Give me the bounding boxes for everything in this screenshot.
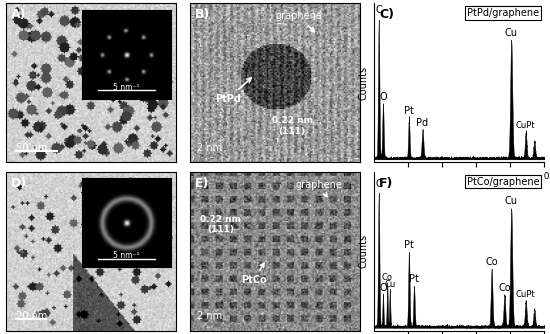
Text: PtPd/graphene: PtPd/graphene [468, 8, 540, 18]
Text: 20 nm: 20 nm [16, 311, 47, 321]
Y-axis label: Counts: Counts [359, 66, 369, 100]
Text: D): D) [10, 177, 27, 189]
Text: F): F) [379, 177, 393, 189]
X-axis label: Energy (KeV): Energy (KeV) [427, 186, 491, 196]
Text: Co: Co [485, 257, 498, 267]
Text: C): C) [379, 8, 394, 21]
Text: CuPt: CuPt [515, 290, 535, 299]
Text: CuPt: CuPt [515, 122, 535, 131]
Text: 0.22 nm
(111): 0.22 nm (111) [200, 215, 241, 234]
Text: PtPd: PtPd [215, 78, 251, 104]
Text: Pt: Pt [409, 275, 419, 285]
Text: B): B) [195, 8, 210, 21]
Text: PtCo/graphene: PtCo/graphene [467, 177, 540, 186]
Text: C: C [375, 5, 382, 15]
Text: 0.22 nm
(111): 0.22 nm (111) [272, 116, 312, 136]
Text: Co: Co [498, 283, 511, 293]
Text: Co: Co [382, 273, 393, 282]
Text: Cu: Cu [505, 28, 518, 38]
Text: 2 nm: 2 nm [196, 311, 222, 321]
Text: O: O [379, 283, 387, 293]
Text: 50 nm: 50 nm [16, 143, 47, 153]
Text: 2 nm: 2 nm [196, 143, 222, 153]
Text: Cu: Cu [505, 196, 518, 206]
Text: E): E) [195, 177, 209, 189]
Text: O: O [379, 92, 387, 102]
Text: A): A) [10, 8, 26, 21]
Text: Pd: Pd [416, 118, 428, 128]
Text: PtCo: PtCo [241, 263, 267, 285]
Y-axis label: Counts: Counts [359, 234, 369, 268]
Text: graphene: graphene [295, 180, 342, 196]
Text: graphene: graphene [275, 11, 322, 32]
Text: Pt: Pt [404, 240, 414, 250]
Text: Cu: Cu [384, 280, 395, 289]
Text: C: C [375, 179, 382, 189]
Text: Pt: Pt [404, 106, 414, 116]
